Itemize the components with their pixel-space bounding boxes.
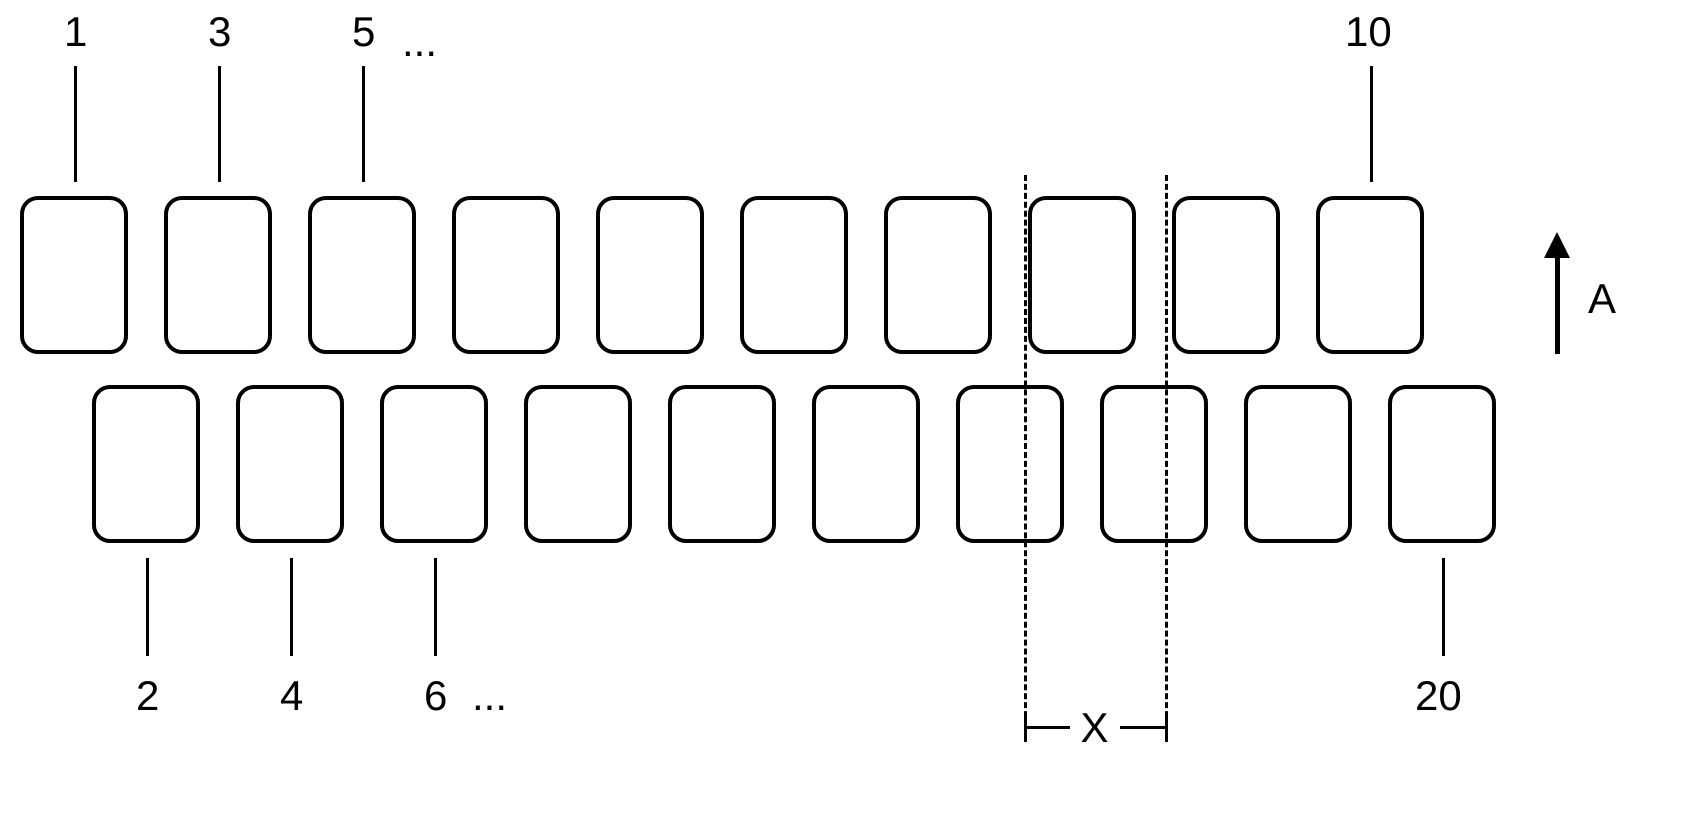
- dimension-x-label: X: [1081, 704, 1109, 752]
- bottom-tick-4: [290, 558, 293, 656]
- top-row-block-2: [164, 196, 272, 354]
- top-tick-10: [1370, 66, 1373, 182]
- bottom-label-4: 4: [280, 672, 303, 720]
- top-label-1: 1: [64, 8, 87, 56]
- bottom-row-block-8: [1100, 385, 1208, 543]
- top-tick-5: [362, 66, 365, 182]
- bottom-tick-6: [434, 558, 437, 656]
- bottom-row-block-2: [236, 385, 344, 543]
- bottom-row-block-9: [1244, 385, 1352, 543]
- top-row-block-1: [20, 196, 128, 354]
- dimension-x-tick-right: [1165, 712, 1168, 742]
- top-row-block-3: [308, 196, 416, 354]
- bottom-label-2: 2: [136, 672, 159, 720]
- bottom-row-block-5: [668, 385, 776, 543]
- bottom-row-block-4: [524, 385, 632, 543]
- bottom-label-20: 20: [1415, 672, 1462, 720]
- bottom-row-block-10: [1388, 385, 1496, 543]
- bottom-row-block-1: [92, 385, 200, 543]
- top-tick-1: [74, 66, 77, 182]
- arrow-a-label: A: [1588, 275, 1616, 323]
- top-row-block-5: [596, 196, 704, 354]
- dimension-x-tick-left: [1024, 712, 1027, 742]
- bottom-tick-2: [146, 558, 149, 656]
- bottom-ellipsis: ...: [472, 672, 507, 720]
- arrow-a-head-icon: [1544, 232, 1570, 258]
- top-row-block-8: [1028, 196, 1136, 354]
- top-label-10: 10: [1345, 8, 1392, 56]
- dimension-x-dash-right: [1165, 175, 1168, 726]
- top-row-block-7: [884, 196, 992, 354]
- bottom-row-block-7: [956, 385, 1064, 543]
- top-row-block-10: [1316, 196, 1424, 354]
- dimension-x-hline-right: [1120, 726, 1166, 729]
- dimension-x-dash-left: [1024, 175, 1027, 726]
- top-tick-3: [218, 66, 221, 182]
- schematic-diagram: 1 3 5 10... 2 4 6 20... X A: [0, 0, 1681, 830]
- arrow-a-shaft: [1555, 255, 1560, 354]
- bottom-label-6: 6: [424, 672, 447, 720]
- top-row-block-6: [740, 196, 848, 354]
- top-row-block-4: [452, 196, 560, 354]
- top-row-block-9: [1172, 196, 1280, 354]
- dimension-x-hline-left: [1027, 726, 1070, 729]
- top-label-3: 3: [208, 8, 231, 56]
- bottom-tick-20: [1442, 558, 1445, 656]
- bottom-row-block-6: [812, 385, 920, 543]
- bottom-row-block-3: [380, 385, 488, 543]
- top-ellipsis: ...: [402, 18, 437, 66]
- top-label-5: 5: [352, 8, 375, 56]
